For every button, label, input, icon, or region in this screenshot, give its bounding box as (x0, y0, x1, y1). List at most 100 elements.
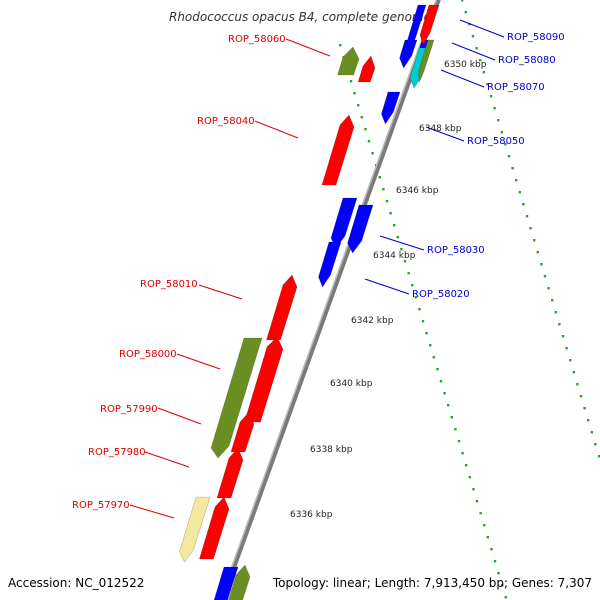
tick-dot (533, 239, 536, 242)
tick-dot (439, 380, 443, 383)
tick-dot (543, 275, 547, 278)
accession-text: Accession: NC_012522 (8, 576, 145, 590)
tick-dot (551, 299, 554, 302)
tick-dot (389, 212, 392, 215)
tick-dot (579, 395, 583, 398)
tick-dot (511, 167, 514, 170)
gene-olive-top (418, 39, 435, 83)
gene-rop-58090 (399, 39, 418, 69)
tick-dot (378, 176, 381, 179)
gene-rop-58030b (347, 204, 374, 254)
ruler-label-6350: 6350 kbp (444, 60, 487, 70)
tick-dot (501, 584, 504, 587)
tick-dot (479, 59, 482, 62)
tick-dot (447, 404, 450, 407)
tick-dot (590, 431, 593, 434)
ruler-label-6336: 6336 kbp (290, 510, 333, 520)
tick-dot (461, 0, 464, 2)
leader-line (129, 504, 175, 519)
tick-dot (518, 191, 521, 194)
gene-top-red (419, 4, 440, 46)
gene-rop-57980 (216, 447, 244, 499)
tick-dot (561, 335, 565, 338)
tick-dot (407, 272, 410, 275)
tick-dot (425, 332, 428, 335)
tick-dot (396, 236, 399, 239)
tick-dot (504, 596, 507, 599)
gene-label-rop-57980: ROP_57980 (88, 447, 146, 458)
gene-rop-57990b (230, 411, 255, 453)
tick-dot (522, 203, 525, 206)
tick-dot (547, 287, 550, 290)
gene-label-rop-57970: ROP_57970 (72, 500, 130, 511)
gene-label-rop-58050: ROP_58050 (467, 136, 525, 147)
tick-dot (349, 80, 353, 83)
tick-dot (486, 536, 489, 539)
ruler-label-6340: 6340 kbp (330, 379, 373, 389)
tick-dot (536, 251, 539, 254)
genome-backbone (219, 0, 441, 600)
leader-line (176, 353, 221, 370)
tick-dot (364, 128, 367, 131)
gene-label-rop-58040: ROP_58040 (197, 116, 255, 127)
tick-dot (504, 143, 507, 146)
gene-label-rop-58060: ROP_58060 (228, 34, 286, 45)
gene-label-rop-57990: ROP_57990 (100, 404, 158, 415)
tick-dot (360, 116, 363, 119)
tick-dot (400, 248, 403, 251)
tick-dot (554, 311, 557, 314)
tick-dot (475, 47, 478, 50)
gene-labels: ROP_58060 ROP_58040 ROP_58010 ROP_58000 ROP_… (72, 19, 565, 519)
leader-line (254, 120, 299, 139)
leader-line (157, 407, 202, 425)
gene-track (179, 4, 440, 600)
tick-dot (594, 443, 597, 446)
ruler-label-6344: 6344 kbp (373, 251, 416, 261)
tick-dot (483, 524, 486, 527)
leader-line (379, 235, 425, 251)
tick-dot (497, 572, 500, 575)
ruler-labels: 6350 kbp 6348 kbp 6346 kbp 6344 kbp 6342 kbp… (290, 60, 487, 520)
tick-dot (465, 464, 468, 467)
gene-rop-58010 (266, 274, 298, 341)
gene-label-rop-58020: ROP_58020 (412, 289, 470, 300)
tick-dot (339, 44, 342, 47)
leader-line (144, 451, 190, 468)
tick-dot (461, 452, 464, 455)
tick-dot (597, 455, 600, 458)
gene-rop-58040 (321, 114, 355, 186)
gene-label-rop-58080: ROP_58080 (498, 55, 556, 66)
tick-dot (411, 284, 414, 287)
tick-dot (583, 407, 586, 410)
leader-line (425, 126, 465, 142)
tick-dot (468, 476, 471, 479)
genome-summary-text: Topology: linear; Length: 7,913,450 bp; … (272, 576, 592, 590)
tick-dot (540, 263, 543, 266)
tick-dot (443, 392, 446, 395)
gene-rop-58050 (381, 91, 401, 125)
gene-label-rop-58030: ROP_58030 (427, 245, 485, 256)
tick-dot (489, 95, 493, 98)
tick-dot (403, 260, 407, 263)
gene-top-blue (407, 4, 427, 51)
gene-olive-bottom (228, 564, 251, 600)
tick-dot (414, 296, 417, 299)
tick-dot (357, 104, 360, 107)
tick-dot (587, 419, 590, 422)
tick-dot (421, 320, 425, 323)
backbone-highlight (219, 0, 437, 600)
tick-dot (472, 488, 475, 491)
tick-dot (572, 371, 575, 374)
tick-dot (565, 347, 568, 350)
gene-rop-57990 (244, 336, 284, 423)
tick-dot (393, 224, 396, 227)
ruler-tick-dots (339, 0, 600, 599)
tick-dot (464, 11, 467, 14)
tick-dot (450, 416, 453, 419)
ruler-label-6342: 6342 kbp (351, 316, 394, 326)
backbone-line (219, 0, 441, 600)
ruler-label-6338: 6338 kbp (310, 445, 353, 455)
gene-label-rop-58010: ROP_58010 (140, 279, 198, 290)
tick-dot (382, 188, 385, 191)
tick-dot (436, 368, 439, 371)
